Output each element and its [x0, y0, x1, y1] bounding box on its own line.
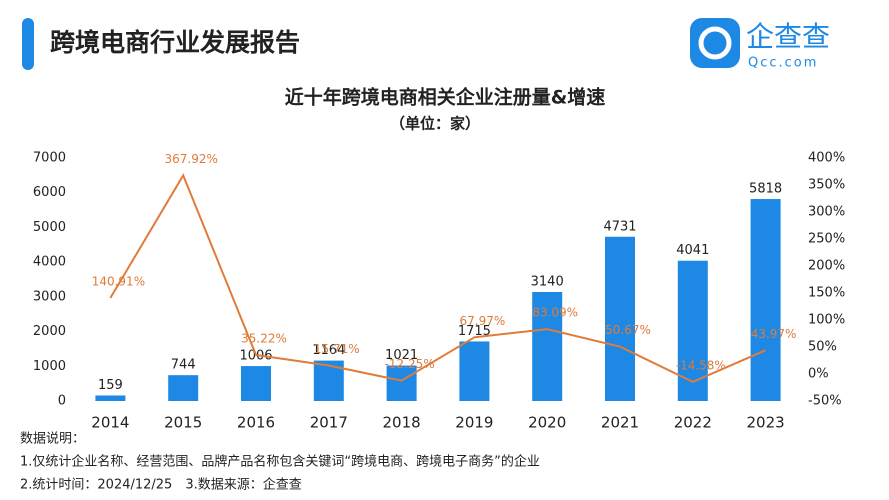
x-tick-label: 2014: [91, 414, 129, 432]
y2-tick-label: 400%: [808, 151, 845, 166]
line-label: 15.71%: [314, 342, 360, 356]
bar: [605, 236, 635, 401]
y2-tick-label: 250%: [808, 232, 845, 247]
y2-tick-label: 350%: [808, 178, 845, 193]
y-tick-label: 0: [58, 394, 66, 409]
x-tick-label: 2022: [674, 414, 712, 432]
bar: [95, 395, 126, 401]
logo-icon: [690, 18, 740, 68]
bar: [386, 365, 417, 401]
x-tick-label: 2017: [310, 414, 348, 432]
bar-label: 159: [98, 378, 123, 393]
bar: [459, 341, 490, 401]
y2-tick-label: 300%: [808, 205, 845, 220]
chart-subtitle: （单位：家）: [390, 115, 480, 133]
y-tick-label: 3000: [33, 289, 66, 304]
bar: [241, 366, 271, 401]
y2-tick-label: 0%: [808, 367, 829, 382]
bar: [532, 291, 563, 401]
x-tick-label: 2018: [383, 414, 421, 432]
x-tick-label: 2019: [455, 414, 493, 432]
bar: [168, 375, 199, 401]
bar-label: 1006: [239, 349, 272, 364]
y-tick-label: 7000: [33, 151, 66, 166]
note: 1.仅统计企业名称、经营范围、品牌产品名称包含关键词“跨境电商、跨境电子商务”的…: [20, 454, 540, 470]
line-label: 83.09%: [532, 306, 578, 320]
note: 数据说明：: [20, 432, 85, 447]
line-label: -14.58%: [676, 358, 726, 372]
y-tick-label: 4000: [33, 255, 66, 270]
line-label: 35.22%: [241, 331, 287, 345]
line-label: 67.97%: [460, 314, 506, 328]
bar-label: 1715: [458, 324, 491, 339]
y-tick-label: 5000: [33, 220, 66, 235]
y-tick-label: 6000: [33, 185, 66, 200]
note: 2.统计时间：2024/12/25 3.数据来源：企查查: [20, 477, 302, 493]
y2-tick-label: 200%: [808, 259, 845, 274]
bar-label: 1021: [385, 348, 418, 363]
bar: [313, 360, 344, 401]
y2-tick-label: 150%: [808, 286, 845, 301]
line-label: -12.25%: [385, 357, 435, 371]
bar: [677, 260, 708, 401]
line-label: 50.67%: [605, 323, 651, 337]
bar-label: 744: [171, 358, 196, 373]
bar-label: 3140: [531, 274, 564, 289]
header-title: 跨境电商行业发展报告: [50, 28, 300, 57]
header-accent: [22, 18, 34, 70]
bar-label: 1164: [312, 343, 345, 358]
x-tick-label: 2015: [164, 414, 202, 432]
logo-text: 企查查: [746, 20, 830, 53]
y2-tick-label: -50%: [808, 394, 842, 409]
bar: [750, 199, 781, 401]
line-label: 43.97%: [751, 327, 797, 341]
x-tick-label: 2020: [528, 414, 566, 432]
logo-mark: [698, 26, 732, 60]
y2-tick-label: 50%: [808, 340, 837, 355]
bar-label: 4041: [676, 243, 709, 258]
line-label: 367.92%: [165, 152, 218, 166]
y2-tick-label: 100%: [808, 313, 845, 328]
bar-label: 4731: [603, 219, 636, 234]
bar-label: 5818: [749, 182, 782, 197]
x-tick-label: 2016: [237, 414, 275, 432]
line-label: 140.91%: [92, 274, 145, 288]
chart-title: 近十年跨境电商相关企业注册量&增速: [285, 86, 606, 109]
line: [109, 173, 766, 383]
logo-domain: Qcc.com: [748, 56, 818, 71]
y-tick-label: 2000: [33, 324, 66, 339]
y-tick-label: 1000: [33, 359, 66, 374]
x-tick-label: 2023: [747, 414, 785, 432]
x-tick-label: 2021: [601, 414, 639, 432]
